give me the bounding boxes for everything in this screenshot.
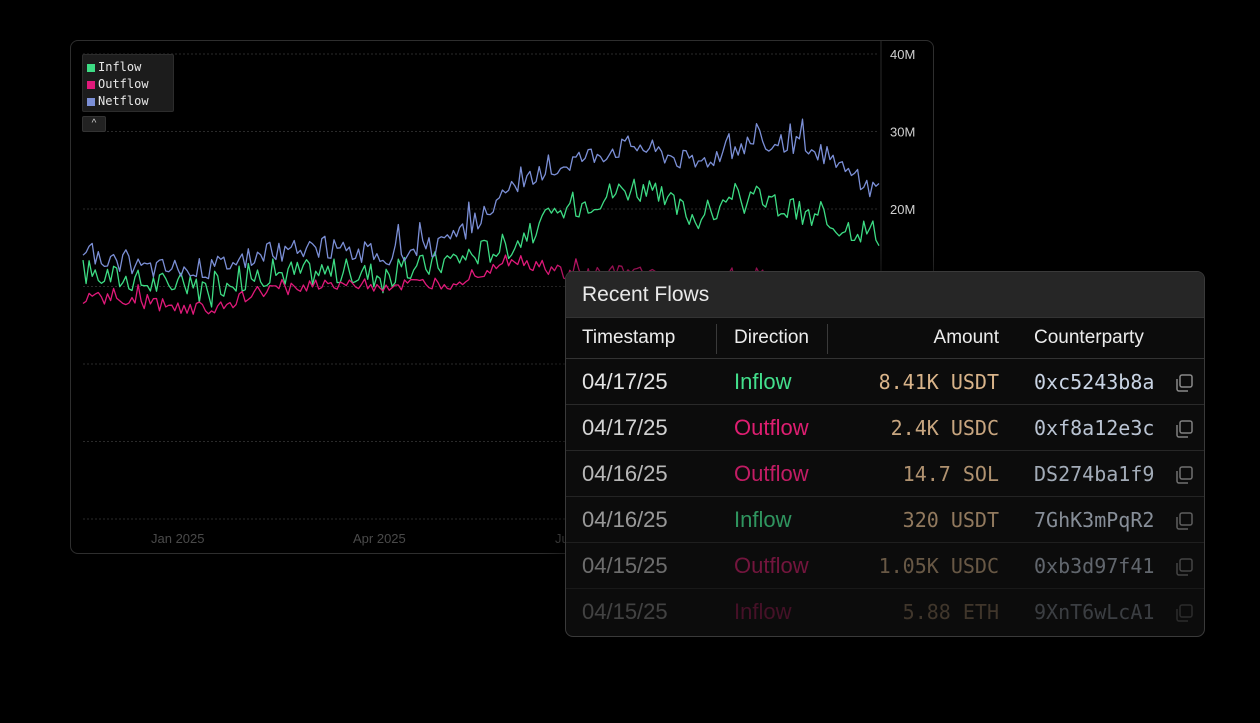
- copy-icon[interactable]: [1174, 603, 1194, 623]
- series-line-inflow: [82, 178, 880, 308]
- row-timestamp: 04/17/25: [582, 368, 668, 394]
- table-row[interactable]: 04/16/25 Inflow 320 USDT 7GhK3mPqR2: [566, 497, 1204, 543]
- row-amount: 14.7 SOL: [902, 461, 999, 486]
- y-tick-label: 20M: [890, 202, 915, 217]
- column-divider[interactable]: [827, 324, 828, 354]
- legend-swatch-netflow: [87, 97, 95, 106]
- series-line-netflow: [82, 118, 880, 280]
- recent-flows-panel: Recent Flows Timestamp Direction Amount …: [565, 271, 1205, 637]
- column-header-counterparty[interactable]: Counterparty: [1034, 327, 1144, 348]
- legend-label-outflow: Outflow: [98, 77, 149, 91]
- legend-item-outflow[interactable]: Outflow: [87, 76, 173, 93]
- row-counterparty: DS274ba1f9: [1034, 461, 1155, 486]
- legend-item-netflow[interactable]: Netflow: [87, 93, 173, 110]
- y-tick-label: 40M: [890, 47, 915, 62]
- table-row[interactable]: 04/17/25 Inflow 8.41K USDT 0xc5243b8a: [566, 359, 1204, 405]
- row-amount: 2.4K USDC: [890, 415, 999, 440]
- row-direction: Inflow: [734, 598, 792, 624]
- row-timestamp: 04/16/25: [582, 506, 668, 532]
- copy-icon[interactable]: [1174, 465, 1194, 485]
- row-direction: Outflow: [734, 552, 809, 578]
- legend-swatch-outflow: [87, 80, 95, 89]
- copy-icon[interactable]: [1174, 419, 1194, 439]
- row-timestamp: 04/15/25: [582, 598, 668, 624]
- chevron-up-icon: ^: [91, 118, 97, 129]
- row-amount: 8.41K USDT: [878, 369, 999, 394]
- row-direction: Inflow: [734, 506, 792, 532]
- column-divider[interactable]: [716, 324, 717, 354]
- recent-flows-title: Recent Flows: [566, 272, 1204, 318]
- row-counterparty: 0xc5243b8a: [1034, 369, 1155, 394]
- row-counterparty: 0xf8a12e3c: [1034, 415, 1155, 440]
- legend-label-inflow: Inflow: [98, 60, 142, 74]
- column-header-direction[interactable]: Direction: [734, 327, 809, 348]
- legend-collapse-button[interactable]: ^: [82, 116, 106, 132]
- row-counterparty: 7GhK3mPqR2: [1034, 507, 1155, 532]
- x-tick-label: Apr 2025: [353, 531, 406, 546]
- copy-icon[interactable]: [1174, 557, 1194, 577]
- legend-swatch-inflow: [87, 63, 95, 72]
- row-direction: Inflow: [734, 368, 792, 394]
- row-direction: Outflow: [734, 460, 809, 486]
- table-row[interactable]: 04/15/25 Outflow 1.05K USDC 0xb3d97f41: [566, 543, 1204, 589]
- chart-legend: Inflow Outflow Netflow: [82, 54, 174, 112]
- table-row[interactable]: 04/15/25 Inflow 5.88 ETH 9XnT6wLcA1: [566, 589, 1204, 634]
- y-tick-label: 30M: [890, 125, 915, 140]
- column-header-timestamp[interactable]: Timestamp: [582, 327, 676, 348]
- row-timestamp: 04/17/25: [582, 414, 668, 440]
- column-header-amount[interactable]: Amount: [933, 327, 999, 348]
- row-amount: 1.05K USDC: [878, 553, 999, 578]
- table-row[interactable]: 04/17/25 Outflow 2.4K USDC 0xf8a12e3c: [566, 405, 1204, 451]
- x-tick-label: Jan 2025: [151, 531, 205, 546]
- legend-item-inflow[interactable]: Inflow: [87, 59, 173, 76]
- row-amount: 320 USDT: [902, 507, 999, 532]
- row-timestamp: 04/15/25: [582, 552, 668, 578]
- row-amount: 5.88 ETH: [902, 599, 999, 624]
- row-counterparty: 9XnT6wLcA1: [1034, 599, 1155, 624]
- row-timestamp: 04/16/25: [582, 460, 668, 486]
- table-header: Timestamp Direction Amount Counterparty: [566, 318, 1204, 359]
- row-direction: Outflow: [734, 414, 809, 440]
- copy-icon[interactable]: [1174, 373, 1194, 393]
- copy-icon[interactable]: [1174, 511, 1194, 531]
- legend-label-netflow: Netflow: [98, 94, 149, 108]
- row-counterparty: 0xb3d97f41: [1034, 553, 1155, 578]
- table-body: 04/17/25 Inflow 8.41K USDT 0xc5243b8a 04…: [566, 359, 1204, 634]
- table-row[interactable]: 04/16/25 Outflow 14.7 SOL DS274ba1f9: [566, 451, 1204, 497]
